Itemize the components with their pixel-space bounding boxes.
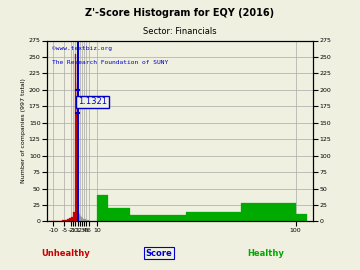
Bar (108, 208, 130, 221)
Bar (130, 215, 185, 221)
Text: Z'-Score Histogram for EQY (2016): Z'-Score Histogram for EQY (2016) (85, 8, 275, 18)
Bar (84, 220, 85, 221)
Bar (296, 214, 307, 221)
Bar (85, 220, 86, 221)
Bar (69, 218, 71, 221)
Text: The Research Foundation of SUNY: The Research Foundation of SUNY (52, 60, 168, 65)
Text: Sector: Financials: Sector: Financials (143, 27, 217, 36)
Bar (73, 212, 76, 221)
Text: 1.1321: 1.1321 (78, 97, 107, 106)
Bar (83, 219, 84, 221)
Bar (185, 211, 240, 221)
Text: Healthy: Healthy (247, 248, 284, 258)
Bar (78, 210, 79, 221)
Y-axis label: Number of companies (997 total): Number of companies (997 total) (21, 79, 26, 183)
Bar (81, 217, 82, 221)
Text: ©www.textbiz.org: ©www.textbiz.org (52, 46, 112, 51)
Text: Score: Score (145, 248, 172, 258)
Bar (64, 220, 67, 221)
Bar (86, 220, 87, 221)
Bar (80, 215, 81, 221)
Bar (67, 220, 69, 221)
Bar (71, 217, 73, 221)
Bar (62, 220, 64, 221)
Bar (79, 214, 80, 221)
Bar (98, 195, 108, 221)
Bar (82, 218, 83, 221)
Text: Unhealthy: Unhealthy (41, 248, 90, 258)
Bar (240, 203, 296, 221)
Bar (87, 220, 89, 221)
